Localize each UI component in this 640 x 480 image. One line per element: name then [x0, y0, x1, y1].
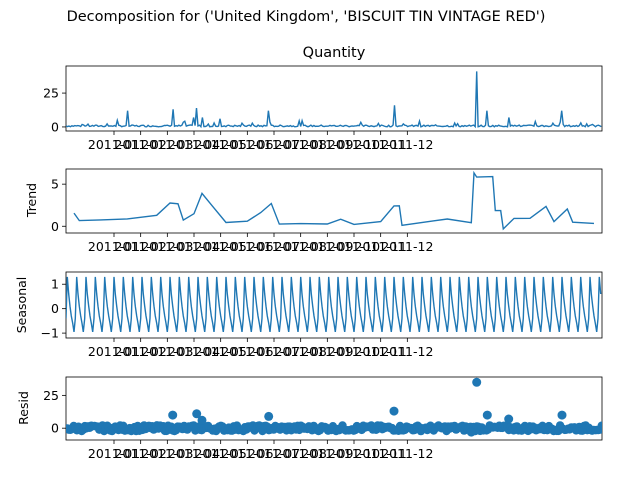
x-tick-label: 2011-03	[141, 446, 193, 461]
quantity-axes-frame	[65, 65, 603, 132]
x-tick-label: 2011-02	[115, 239, 167, 254]
x-tick-label: 2011-03	[141, 344, 193, 359]
x-tick-label: 2011-11	[355, 446, 407, 461]
x-tick-label: 2011-02	[115, 446, 167, 461]
x-tick-label: 2011-05	[195, 137, 247, 152]
x-tick-label: 2011-09	[301, 446, 353, 461]
x-tick-label: 2011-01	[88, 446, 140, 461]
x-tick-label: 2011-09	[301, 137, 353, 152]
seasonal-series-line	[66, 276, 602, 333]
x-tick-label: 2011-06	[221, 446, 273, 461]
x-tick-label: 2011-06	[221, 344, 273, 359]
x-tick-label: 2011-09	[301, 239, 353, 254]
x-tick-label: 2011-08	[275, 137, 327, 152]
x-tick-label: 2011-01	[88, 239, 140, 254]
x-tick-label: 2011-07	[248, 446, 300, 461]
trend-series-line	[73, 170, 595, 231]
resid-outlier-point	[168, 410, 178, 420]
y-tick-label: 0	[51, 119, 59, 134]
y-tick-label: −1	[41, 326, 59, 341]
x-tick-label: 2011-09	[301, 344, 353, 359]
x-tick-label: 2011-04	[168, 446, 220, 461]
x-tick-label: 2011-07	[248, 137, 300, 152]
resid-outlier-point	[389, 406, 399, 416]
resid-outlier-point	[504, 414, 514, 424]
x-tick-label: 2011-11	[355, 239, 407, 254]
x-tick-label: 2011-10	[328, 446, 380, 461]
resid-panel: Resid 0252011-012011-022011-032011-04201…	[16, 376, 603, 461]
figure-suptitle: Decomposition for ('United Kingdom', 'BI…	[67, 9, 546, 25]
resid-outlier-point	[557, 410, 567, 420]
x-tick-label: 2011-01	[88, 137, 140, 152]
seasonal-ylabel: Seasonal	[14, 277, 29, 334]
resid-outlier-point	[472, 377, 482, 387]
x-tick-label: 2011-10	[328, 344, 380, 359]
x-tick-label: 2011-11	[355, 344, 407, 359]
x-tick-label: 2011-06	[221, 239, 273, 254]
y-tick-label: 1	[51, 277, 59, 292]
resid-outlier-point	[192, 409, 202, 419]
trend-ylabel: Trend	[24, 183, 39, 218]
x-tick-label: 2011-06	[221, 137, 273, 152]
x-tick-label: 2011-04	[168, 137, 220, 152]
x-tick-label: 2011-05	[195, 446, 247, 461]
x-tick-label: 2011-04	[168, 239, 220, 254]
x-tick-label: 2011-08	[275, 239, 327, 254]
resid-outlier-point	[197, 415, 207, 425]
x-tick-label: 2011-05	[195, 344, 247, 359]
quantity-title: Quantity	[303, 45, 366, 61]
resid-points	[66, 377, 602, 437]
y-tick-label: 25	[43, 86, 59, 101]
x-tick-label: 2011-07	[248, 239, 300, 254]
x-tick-label: 2011-04	[168, 344, 220, 359]
resid-outlier-point	[482, 410, 492, 420]
resid-axes-frame	[65, 376, 603, 441]
trend-axes-frame	[65, 168, 603, 234]
quantity-panel: Quantity 0 25 2011-012011-022011-032011-04…	[43, 45, 603, 152]
x-tick-label: 2011-12	[381, 239, 433, 254]
x-tick-label: 2011-08	[275, 344, 327, 359]
x-tick-label: 2011-11	[355, 137, 407, 152]
y-tick-label: 0	[51, 421, 59, 436]
x-tick-label: 2011-10	[328, 239, 380, 254]
x-tick-label: 2011-07	[248, 344, 300, 359]
resid-outlier-point	[264, 411, 274, 421]
x-tick-label: 2011-03	[141, 137, 193, 152]
x-tick-label: 2011-10	[328, 137, 380, 152]
trend-panel: Trend 052011-012011-022011-032011-042011…	[24, 168, 603, 254]
resid-ylabel: Resid	[16, 391, 31, 425]
x-tick-label: 2011-08	[275, 446, 327, 461]
x-tick-label: 2011-12	[381, 446, 433, 461]
y-tick-label: 25	[43, 388, 59, 403]
x-tick-label: 2011-12	[381, 344, 433, 359]
y-tick-label: 0	[51, 301, 59, 316]
x-tick-label: 2011-12	[381, 137, 433, 152]
x-tick-label: 2011-03	[141, 239, 193, 254]
quantity-series-line	[66, 71, 602, 129]
y-tick-label: 0	[51, 219, 59, 234]
x-tick-label: 2011-02	[115, 344, 167, 359]
y-tick-label: 5	[51, 177, 59, 192]
x-tick-label: 2011-02	[115, 137, 167, 152]
resid-point	[597, 421, 602, 430]
x-tick-label: 2011-01	[88, 344, 140, 359]
resid-outlier-point	[466, 427, 476, 437]
x-tick-label: 2011-05	[195, 239, 247, 254]
seasonal-panel: Seasonal −1012011-012011-022011-032011-0…	[14, 271, 603, 359]
